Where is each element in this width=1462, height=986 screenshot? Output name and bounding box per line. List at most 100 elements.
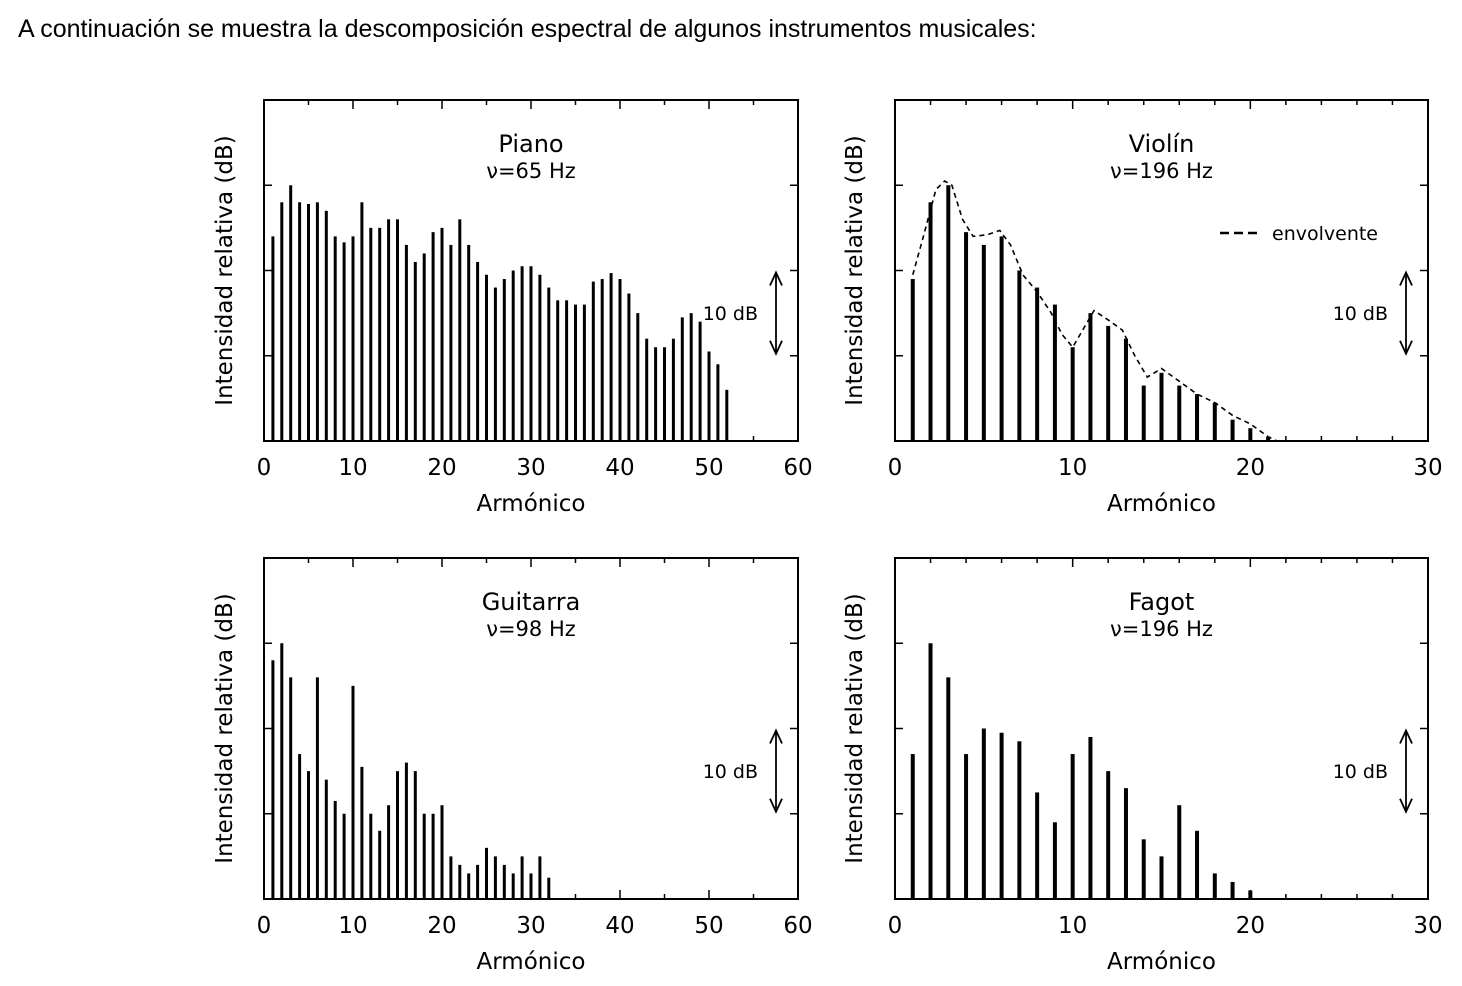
bar: [1035, 792, 1040, 899]
bar: [413, 771, 417, 899]
bar: [1070, 754, 1075, 899]
bar: [431, 232, 435, 441]
bar: [964, 754, 969, 899]
chart-guitarra: 0 10 20 30 40 50 60 Armónico Intensidad relativa…: [212, 557, 813, 975]
bar: [476, 864, 480, 899]
y-axis-label: Intensidad relativa (dB): [842, 135, 868, 405]
bar: [520, 856, 524, 899]
bar: [1123, 788, 1128, 899]
bar: [716, 364, 720, 441]
legend-label: envolvente: [1272, 223, 1378, 245]
bar: [1230, 419, 1235, 441]
x-tick-label: 30: [516, 913, 545, 939]
bar: [378, 227, 382, 441]
bar: [1052, 304, 1057, 441]
bar: [431, 813, 435, 899]
scale-label: 10 dB: [703, 761, 758, 783]
bar: [654, 347, 658, 441]
bar: [387, 805, 391, 899]
chart-subtitle: ν=196 Hz: [1110, 159, 1213, 183]
intro-text: A continuación se muestra la descomposic…: [18, 15, 1037, 43]
bar: [1177, 805, 1182, 899]
chart-title: Fagot: [1129, 588, 1195, 616]
bar: [538, 274, 542, 441]
bar: [315, 677, 319, 899]
x-tick-label: 20: [427, 913, 456, 939]
bar: [378, 830, 382, 899]
bar: [396, 771, 399, 899]
scale-label: 10 dB: [703, 303, 758, 325]
bar: [271, 660, 275, 899]
bar: [360, 202, 364, 441]
bar: [1106, 325, 1111, 441]
bar: [307, 204, 310, 441]
x-tick-label: 40: [605, 913, 634, 939]
bar: [449, 244, 453, 441]
x-tick-label: 20: [1236, 913, 1265, 939]
bar: [1248, 890, 1253, 899]
bar: [645, 338, 649, 441]
bar: [369, 813, 373, 899]
bar: [298, 202, 302, 441]
bar: [1123, 338, 1128, 441]
scale-arrow: [1399, 270, 1413, 356]
x-tick-label: 0: [257, 455, 272, 481]
x-tick-label: 30: [1413, 913, 1442, 939]
y-axis-label: Intensidad relativa (dB): [212, 135, 238, 405]
bar: [910, 279, 915, 441]
x-tick-label: 10: [1058, 913, 1087, 939]
bar: [1195, 394, 1200, 441]
bar: [1195, 830, 1200, 899]
chart-subtitle: ν=98 Hz: [486, 617, 576, 641]
bar: [351, 685, 355, 899]
bar: [999, 236, 1004, 441]
x-axis-label: Armónico: [1107, 949, 1216, 975]
bar: [280, 202, 284, 441]
x-axis-label: Armónico: [1107, 491, 1216, 517]
bar: [964, 232, 969, 441]
bar: [467, 873, 471, 899]
chart-violin: 0 10 20 30 Armónico Intensidad relativa (dB) V…: [842, 99, 1443, 517]
bar: [1177, 385, 1182, 441]
bar: [529, 266, 533, 441]
bar: [1159, 372, 1164, 441]
y-axis-label: Intensidad relativa (dB): [842, 593, 868, 863]
bar: [946, 185, 951, 441]
bar: [289, 677, 293, 899]
bar: [1212, 402, 1217, 441]
bar: [404, 762, 408, 899]
bar: [910, 754, 915, 899]
bar: [928, 202, 933, 441]
bar: [440, 227, 444, 441]
bar: [458, 219, 462, 441]
bar: [315, 202, 319, 441]
bar: [591, 281, 595, 441]
bar: [725, 389, 729, 441]
bar: [324, 210, 328, 441]
bar: [1248, 428, 1253, 441]
bar: [1088, 313, 1093, 441]
bar: [333, 800, 337, 899]
bar: [342, 242, 346, 441]
bar: [1052, 822, 1057, 899]
bar: [307, 771, 310, 899]
bar: [981, 244, 986, 441]
bar: [529, 873, 533, 899]
bar: [946, 677, 951, 899]
bar: [493, 287, 497, 441]
bar: [485, 274, 488, 441]
bar: [289, 185, 293, 441]
bar: [369, 227, 373, 441]
x-tick-label: 60: [783, 455, 812, 481]
bar: [1159, 856, 1164, 899]
bar: [574, 304, 577, 441]
x-tick-label: 30: [516, 455, 545, 481]
bar: [680, 317, 684, 441]
bar: [342, 813, 346, 899]
scale-arrow: [769, 270, 783, 356]
bar: [1017, 741, 1022, 899]
bar: [280, 643, 284, 899]
scale-label: 10 dB: [1333, 303, 1388, 325]
bar: [422, 813, 426, 899]
chart-subtitle: ν=196 Hz: [1110, 617, 1213, 641]
